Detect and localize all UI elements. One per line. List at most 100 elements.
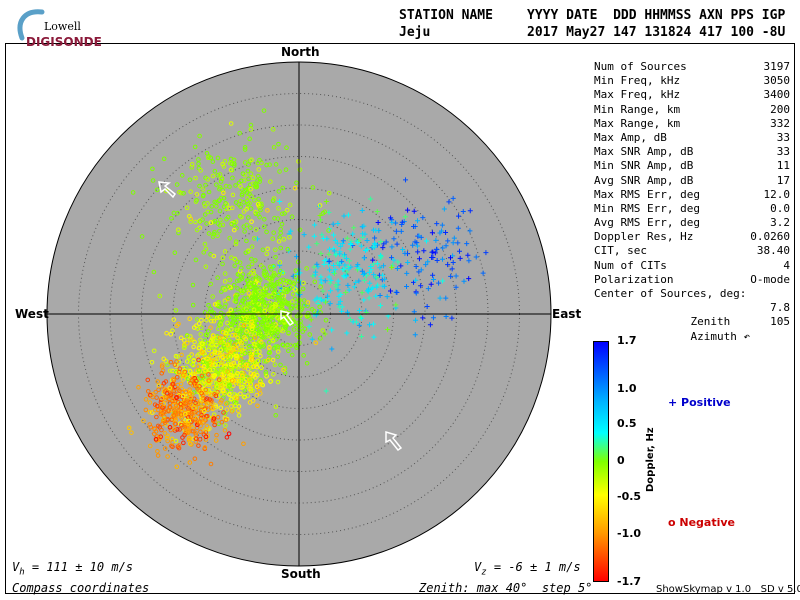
negative-source-point — [280, 342, 286, 348]
stat-value: 12.0 — [763, 187, 791, 201]
positive-source-point — [374, 208, 380, 214]
stat-label: Min Range, km — [594, 102, 681, 116]
stat-value: 33 — [776, 145, 790, 159]
positive-source-point — [382, 276, 388, 282]
positive-source-point — [393, 302, 399, 308]
positive-source-point — [389, 255, 395, 261]
negative-source-point — [193, 400, 198, 406]
negative-source-point — [211, 333, 216, 339]
negative-source-point — [164, 330, 169, 336]
stat-label: Max Freq, kHz — [594, 88, 681, 102]
negative-source-point — [259, 319, 264, 325]
negative-source-point — [250, 323, 255, 329]
positive-source-point — [353, 319, 359, 325]
negative-source-point — [178, 335, 184, 341]
negative-source-point — [267, 307, 272, 313]
negative-source-point — [172, 421, 178, 427]
positive-source-point — [425, 259, 431, 265]
positive-source-point — [380, 245, 386, 251]
negative-source-point — [171, 413, 177, 418]
negative-source-point — [275, 315, 280, 321]
positive-source-point — [402, 214, 408, 220]
positive-source-point — [371, 272, 377, 278]
negative-source-point — [147, 443, 153, 449]
negative-source-point — [235, 370, 240, 376]
negative-source-point — [251, 307, 257, 313]
negative-source-point — [228, 167, 234, 173]
negative-source-point — [215, 233, 220, 239]
negative-source-point — [150, 178, 156, 183]
negative-source-point — [218, 347, 224, 353]
negative-source-point — [279, 295, 285, 301]
negative-source-point — [213, 438, 219, 443]
negative-source-point — [285, 342, 290, 348]
positive-source-point — [437, 295, 443, 301]
negative-source-point — [273, 295, 278, 301]
negative-source-point — [253, 227, 259, 232]
positive-source-point — [344, 256, 350, 262]
positive-source-point — [370, 321, 376, 327]
positive-source-point — [416, 256, 422, 262]
negative-source-point — [225, 284, 230, 289]
negative-source-point — [254, 352, 259, 358]
negative-source-point — [223, 417, 229, 423]
negative-source-point — [187, 460, 193, 465]
vertical-velocity: Vz = -6 ± 1 m/s — [474, 560, 581, 578]
negative-source-point — [223, 401, 229, 406]
negative-source-point — [283, 167, 289, 172]
negative-source-point — [206, 302, 211, 308]
positive-source-point — [318, 217, 324, 223]
negative-source-point — [182, 338, 187, 343]
negative-source-point — [244, 190, 250, 195]
positive-source-point — [412, 332, 418, 338]
negative-source-point — [313, 340, 319, 346]
stat-row: Min RMS Err, deg 0.0 — [594, 202, 792, 216]
positive-source-point — [429, 230, 435, 236]
negative-source-point — [273, 404, 279, 409]
negative-source-point — [225, 369, 230, 374]
negative-source-point — [168, 359, 174, 365]
negative-source-point — [255, 358, 261, 364]
negative-source-point — [249, 295, 254, 301]
negative-source-point — [167, 404, 173, 410]
negative-source-point — [189, 391, 195, 397]
negative-source-point — [258, 330, 264, 336]
negative-source-point — [177, 427, 183, 432]
negative-source-point — [249, 326, 255, 332]
negative-source-point — [153, 436, 159, 442]
positive-source-point — [393, 228, 399, 234]
stat-label: Num of CITs — [594, 258, 667, 272]
positive-source-point — [413, 290, 419, 296]
negative-source-point — [201, 363, 207, 369]
negative-source-point — [229, 255, 234, 260]
stat-value: 38.40 — [756, 244, 790, 258]
negative-source-point — [174, 410, 180, 415]
negative-source-point — [204, 221, 209, 226]
positive-source-point — [364, 273, 370, 279]
negative-source-point — [217, 315, 223, 320]
negative-source-point — [223, 200, 228, 206]
negative-source-point — [231, 399, 237, 405]
negative-source-point — [280, 328, 285, 334]
positive-source-point — [360, 231, 366, 237]
negative-source-point — [276, 272, 282, 278]
negative-source-point — [238, 204, 243, 209]
positive-source-point — [377, 293, 383, 299]
positive-source-point — [312, 272, 318, 278]
negative-source-point — [145, 389, 151, 394]
negative-source-point — [207, 397, 213, 402]
positive-source-point — [371, 334, 377, 340]
negative-source-point — [289, 214, 295, 219]
negative-source-point — [307, 332, 313, 337]
negative-source-point — [196, 157, 201, 162]
negative-source-point — [171, 426, 177, 431]
colorbar-tick: -1.0 — [617, 527, 642, 540]
positive-source-point — [331, 263, 337, 269]
negative-source-point — [309, 306, 315, 312]
negative-source-point — [208, 342, 214, 348]
negative-source-point — [197, 345, 202, 351]
negative-source-point — [246, 290, 252, 296]
negative-source-point — [223, 330, 228, 336]
negative-source-point — [217, 208, 223, 214]
negative-source-point — [225, 342, 230, 348]
